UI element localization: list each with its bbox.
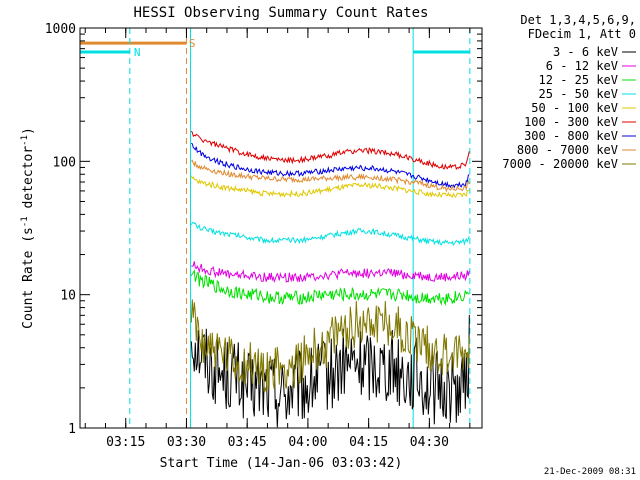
y-tick-label: 10 xyxy=(60,289,76,304)
y-tick-label: 1000 xyxy=(45,22,76,37)
annotation-n: N xyxy=(134,46,141,59)
legend: Det 1,3,4,5,6,9, FDecim 1, Att 0 3 - 6 k… xyxy=(502,13,636,171)
chart-title: HESSI Observing Summary Count Rates xyxy=(133,5,428,21)
y-axis-label-sup1: -1 xyxy=(20,216,30,227)
y-axis-label-end: ) xyxy=(21,127,36,135)
legend-label: 6 - 12 keV xyxy=(546,59,618,73)
x-tick-label: 03:15 xyxy=(106,435,145,450)
legend-label: 7000 - 20000 keV xyxy=(502,157,618,171)
legend-label: 12 - 25 keV xyxy=(539,73,618,87)
legend-label: 800 - 7000 keV xyxy=(517,143,618,157)
annotation-s: S xyxy=(189,37,196,50)
x-tick-label: 04:15 xyxy=(349,435,388,450)
series-line xyxy=(190,159,470,193)
legend-label: 100 - 300 keV xyxy=(524,115,618,129)
y-axis-label-mid: detector xyxy=(21,146,36,217)
series-line xyxy=(190,314,470,428)
legend-label: 300 - 800 keV xyxy=(524,129,618,143)
y-tick-label: 100 xyxy=(53,155,76,170)
series-line xyxy=(190,130,470,171)
legend-label: 50 - 100 keV xyxy=(531,101,618,115)
legend-header-line-1: Det 1,3,4,5,6,9, xyxy=(520,13,636,27)
x-axis-label: Start Time (14-Jan-06 03:03:42) xyxy=(160,456,403,471)
series-line xyxy=(191,261,470,284)
series-line xyxy=(190,268,470,307)
legend-label: 25 - 50 keV xyxy=(539,87,618,101)
y-axis: 1 10 100 1000 xyxy=(45,22,482,437)
series-line xyxy=(190,175,470,199)
x-axis: 03:15 03:30 03:45 04:00 04:15 04:30 xyxy=(84,28,471,450)
series-layer xyxy=(190,130,470,428)
series-line xyxy=(190,299,470,393)
series-line xyxy=(191,142,470,189)
series-line xyxy=(190,221,470,246)
legend-header-line-2: FDecim 1, Att 0 xyxy=(528,27,636,41)
y-axis-label-main: Count Rate (s xyxy=(21,227,36,329)
x-tick-label: 03:45 xyxy=(228,435,267,450)
plot-frame xyxy=(79,27,483,429)
x-tick-label: 03:30 xyxy=(167,435,206,450)
legend-label: 3 - 6 keV xyxy=(553,45,618,59)
y-axis-label: Count Rate (s-1 detector-1) xyxy=(20,127,36,329)
y-axis-label-sup2: -1 xyxy=(20,135,30,146)
x-tick-label: 04:00 xyxy=(288,435,327,450)
y-tick-label: 1 xyxy=(68,422,76,437)
x-tick-label: 04:30 xyxy=(410,435,449,450)
footer-date: 21-Dec-2009 08:31 xyxy=(544,467,636,477)
